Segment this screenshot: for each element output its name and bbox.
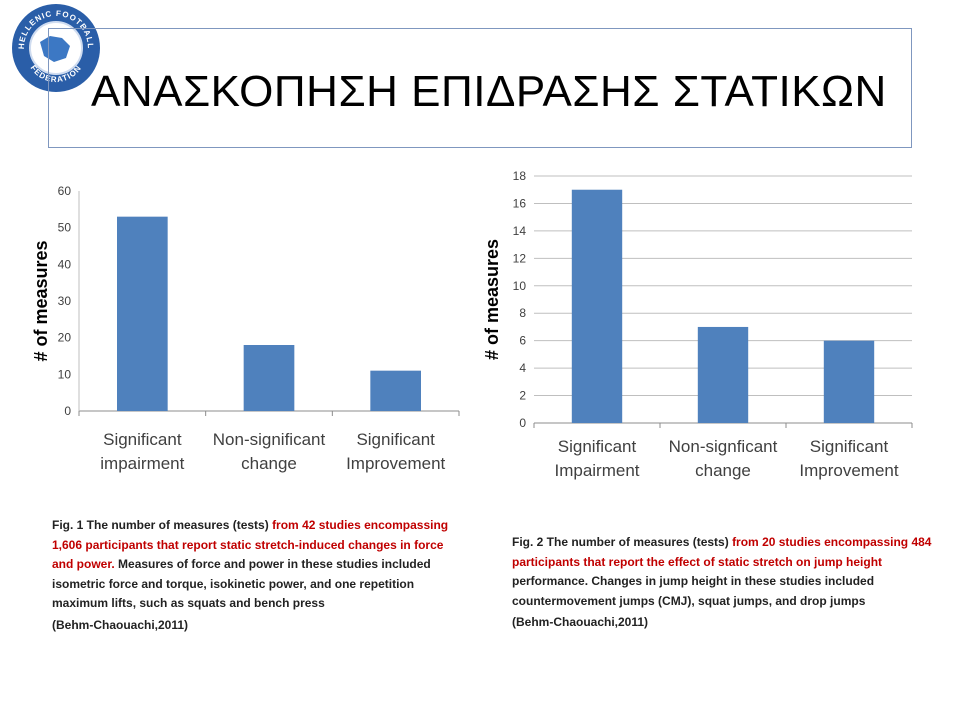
figure-2-caption-rest: performance. Changes in jump height in t… bbox=[512, 574, 875, 608]
chart-1-y-tick-label: 50 bbox=[58, 221, 72, 235]
chart-1-category-label: Non-significant bbox=[213, 430, 326, 449]
chart-1-bar bbox=[117, 216, 168, 411]
chart-1-y-tick-label: 20 bbox=[58, 331, 72, 345]
chart-1-category-label: Improvement bbox=[346, 454, 445, 473]
chart-2-y-tick-label: 18 bbox=[513, 169, 527, 183]
figure-2-caption-highlight: from 20 studies encompassing 484 partici… bbox=[512, 535, 932, 569]
slide-title: ΑΝΑΣΚΟΠΗΣΗ ΕΠΙΔΡΑΣΗΣ ΣΤΑΤΙΚΩΝ bbox=[91, 67, 887, 116]
chart-1-y-axis-title: # of measures bbox=[31, 240, 51, 361]
chart-1-bar bbox=[370, 370, 421, 411]
chart-1-y-tick-label: 30 bbox=[58, 294, 72, 308]
chart-2-category-label: Significant bbox=[810, 437, 889, 456]
chart-1-y-tick-label: 0 bbox=[64, 404, 71, 418]
chart-2-y-tick-label: 2 bbox=[519, 389, 526, 403]
chart-1-y-tick-label: 10 bbox=[58, 367, 72, 381]
figure-1-citation: (Behm-Chaouachi,2011) bbox=[52, 617, 189, 632]
federation-logo-graphic: HELLENIC FOOTBALL FEDERATION bbox=[12, 4, 100, 92]
bar-chart-2-svg: 0 2 4 6 8 10 12 14 16 18 Significant Impairment Non-… bbox=[482, 169, 913, 480]
chart-1-bar bbox=[243, 345, 295, 411]
chart-2-category-label: Impairment bbox=[554, 461, 639, 480]
chart-1-category-label: impairment bbox=[100, 454, 184, 473]
chart-2-y-axis-title: # of measures bbox=[482, 239, 502, 360]
chart-2-bar bbox=[823, 340, 875, 423]
chart-2-y-tick-label: 12 bbox=[513, 251, 527, 265]
chart-2-y-tick-label: 8 bbox=[519, 306, 526, 320]
bar-chart-2: 0 2 4 6 8 10 12 14 16 18 Significant Impairment Non-… bbox=[482, 162, 918, 502]
chart-1-y-tick-label: 60 bbox=[58, 184, 72, 198]
chart-2-y-tick-label: 4 bbox=[519, 361, 526, 375]
chart-2-bar bbox=[571, 189, 623, 423]
chart-1-category-label: Significant bbox=[356, 430, 435, 449]
figure-1-caption: Fig. 1 The number of measures (tests) fr… bbox=[52, 516, 464, 635]
figure-2-caption-lead: Fig. 2 The number of measures (tests) bbox=[512, 535, 733, 549]
chart-2-y-tick-label: 16 bbox=[513, 196, 527, 210]
chart-2-y-tick-label: 14 bbox=[513, 224, 527, 238]
chart-2-category-label: change bbox=[695, 461, 751, 480]
chart-2-category-label: Improvement bbox=[799, 461, 898, 480]
chart-2-y-tick-label: 0 bbox=[519, 416, 526, 430]
bar-chart-1: 0 10 20 30 40 50 60 Significant impairment Non-si… bbox=[22, 170, 472, 490]
chart-2-y-tick-label: 10 bbox=[513, 279, 527, 293]
chart-1-category-label: change bbox=[241, 454, 297, 473]
chart-2-bar bbox=[697, 326, 749, 423]
figure-2-citation: (Behm-Chaouachi,2011) bbox=[512, 615, 649, 629]
federation-logo: HELLENIC FOOTBALL FEDERATION bbox=[10, 2, 102, 94]
chart-1-category-label: Significant bbox=[103, 430, 182, 449]
figure-1-caption-lead: Fig. 1 The number of measures (tests) bbox=[52, 518, 273, 532]
chart-2-category-label: Non-signficant bbox=[669, 437, 778, 456]
figure-1-caption-highlight: from 42 studies encompassing 1,606 parti… bbox=[52, 518, 449, 571]
logo-emblem bbox=[40, 36, 70, 62]
chart-2-y-tick-label: 6 bbox=[519, 334, 526, 348]
figure-1-caption-rest: Measures of force and power in these stu… bbox=[52, 557, 431, 610]
bar-chart-1-svg: 0 10 20 30 40 50 60 Significant impairment Non-si… bbox=[31, 184, 460, 473]
title-frame: ΑΝΑΣΚΟΠΗΣΗ ΕΠΙΔΡΑΣΗΣ ΣΤΑΤΙΚΩΝ bbox=[48, 28, 912, 148]
chart-2-category-label: Significant bbox=[558, 437, 637, 456]
chart-1-y-tick-label: 40 bbox=[58, 257, 72, 271]
figure-2-caption: Fig. 2 The number of measures (tests) fr… bbox=[512, 533, 932, 633]
